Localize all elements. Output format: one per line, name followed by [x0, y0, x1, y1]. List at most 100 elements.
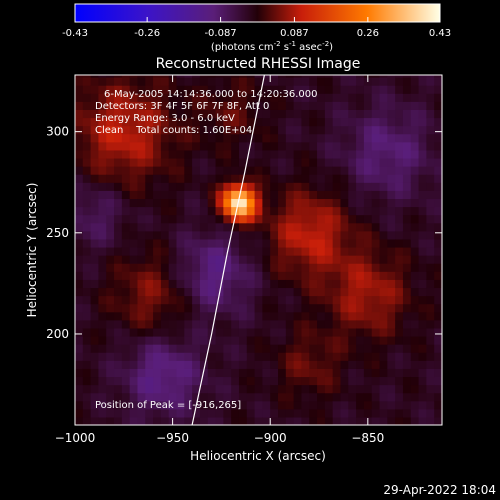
heatmap-cell	[231, 352, 240, 361]
heatmap-cell	[121, 109, 131, 119]
heatmap-cell	[395, 182, 404, 191]
heatmap-cell	[223, 360, 232, 369]
heatmap-cell	[356, 295, 365, 305]
heatmap-cell	[332, 279, 342, 289]
heatmap-cell	[254, 238, 264, 248]
heatmap-cell	[160, 166, 170, 175]
heatmap-cell	[434, 230, 442, 240]
heatmap-cell	[309, 206, 318, 216]
heatmap-cell	[426, 303, 435, 313]
heatmap-cell	[332, 295, 342, 305]
heatmap-cell	[324, 206, 334, 216]
heatmap-cell	[75, 384, 84, 394]
heatmap-cell	[293, 77, 303, 86]
heatmap-cell	[418, 166, 427, 175]
heatmap-cell	[395, 400, 404, 410]
heatmap-cell	[309, 166, 318, 175]
heatmap-cell	[254, 368, 264, 378]
heatmap-cell	[371, 182, 381, 191]
heatmap-cell	[395, 133, 404, 143]
heatmap-cell	[82, 85, 92, 94]
heatmap-cell	[75, 295, 84, 305]
heatmap-cell	[82, 303, 92, 313]
heatmap-cell	[285, 327, 295, 337]
heatmap-cell	[98, 77, 107, 86]
heatmap-cell	[387, 246, 396, 256]
heatmap-cell	[317, 392, 326, 402]
heatmap-cell	[426, 263, 435, 272]
heatmap-cell	[301, 117, 310, 127]
heatmap-cell	[199, 141, 209, 151]
heatmap-cell	[426, 133, 435, 143]
heatmap-cell	[410, 85, 420, 94]
heatmap-cell	[129, 368, 139, 378]
heatmap-cell	[395, 75, 404, 78]
heatmap-cell	[348, 335, 357, 345]
heatmap-cell	[426, 246, 435, 256]
heatmap-cell	[90, 85, 100, 94]
heatmap-cell	[363, 400, 373, 410]
heatmap-cell	[324, 279, 334, 289]
heatmap-cell	[114, 141, 123, 151]
heatmap-cell	[332, 384, 342, 394]
heatmap-cell	[246, 311, 256, 321]
heatmap-cell	[332, 182, 342, 191]
heatmap-cell	[395, 263, 404, 272]
heatmap-cell	[231, 149, 240, 159]
heatmap-cell	[254, 174, 264, 183]
heatmap-cell	[231, 157, 240, 167]
heatmap-cell	[324, 166, 334, 175]
heatmap-cell	[98, 214, 107, 224]
heatmap-cell	[153, 400, 162, 410]
heatmap-cell	[262, 311, 271, 321]
heatmap-cell	[363, 352, 373, 361]
heatmap-cell	[285, 75, 295, 78]
heatmap-cell	[262, 263, 271, 272]
heatmap-cell	[356, 376, 365, 386]
heatmap-cell	[231, 416, 240, 425]
heatmap-cell	[434, 222, 442, 232]
heatmap-cell	[293, 125, 303, 135]
heatmap-cell	[231, 246, 240, 256]
heatmap-cell	[246, 400, 256, 410]
heatmap-cell	[207, 295, 217, 305]
heatmap-cell	[317, 287, 326, 297]
heatmap-cell	[238, 344, 248, 353]
heatmap-cell	[293, 279, 303, 289]
heatmap-cell	[426, 75, 435, 78]
heatmap-cell	[410, 125, 420, 135]
heatmap-cell	[324, 271, 334, 280]
heatmap-cell	[434, 246, 442, 256]
heatmap-cell	[238, 214, 248, 224]
heatmap-cell	[145, 75, 154, 78]
heatmap-cell	[371, 352, 381, 361]
heatmap-cell	[324, 93, 334, 102]
heatmap-cell	[145, 157, 154, 167]
heatmap-cell	[129, 109, 139, 119]
heatmap-cell	[387, 376, 396, 386]
heatmap-cell	[145, 206, 154, 216]
heatmap-cell	[114, 157, 123, 167]
heatmap-cell	[168, 182, 178, 191]
heatmap-cell	[418, 198, 427, 208]
heatmap-cell	[184, 360, 193, 369]
heatmap-cell	[371, 222, 381, 232]
heatmap-cell	[379, 319, 388, 329]
heatmap-cell	[129, 222, 139, 232]
heatmap-cell	[301, 101, 310, 110]
heatmap-cell	[114, 295, 123, 305]
heatmap-cell	[356, 141, 365, 151]
heatmap-cell	[90, 93, 100, 102]
heatmap-cell	[231, 117, 240, 127]
heatmap-cell	[278, 295, 287, 305]
heatmap-cell	[106, 327, 115, 337]
heatmap-cell	[410, 416, 420, 425]
heatmap-cell	[82, 141, 92, 151]
heatmap-cell	[114, 368, 123, 378]
heatmap-cell	[410, 271, 420, 280]
heatmap-cell	[254, 416, 264, 425]
heatmap-cell	[434, 263, 442, 272]
heatmap-cell	[410, 255, 420, 264]
heatmap-cell	[371, 368, 381, 378]
